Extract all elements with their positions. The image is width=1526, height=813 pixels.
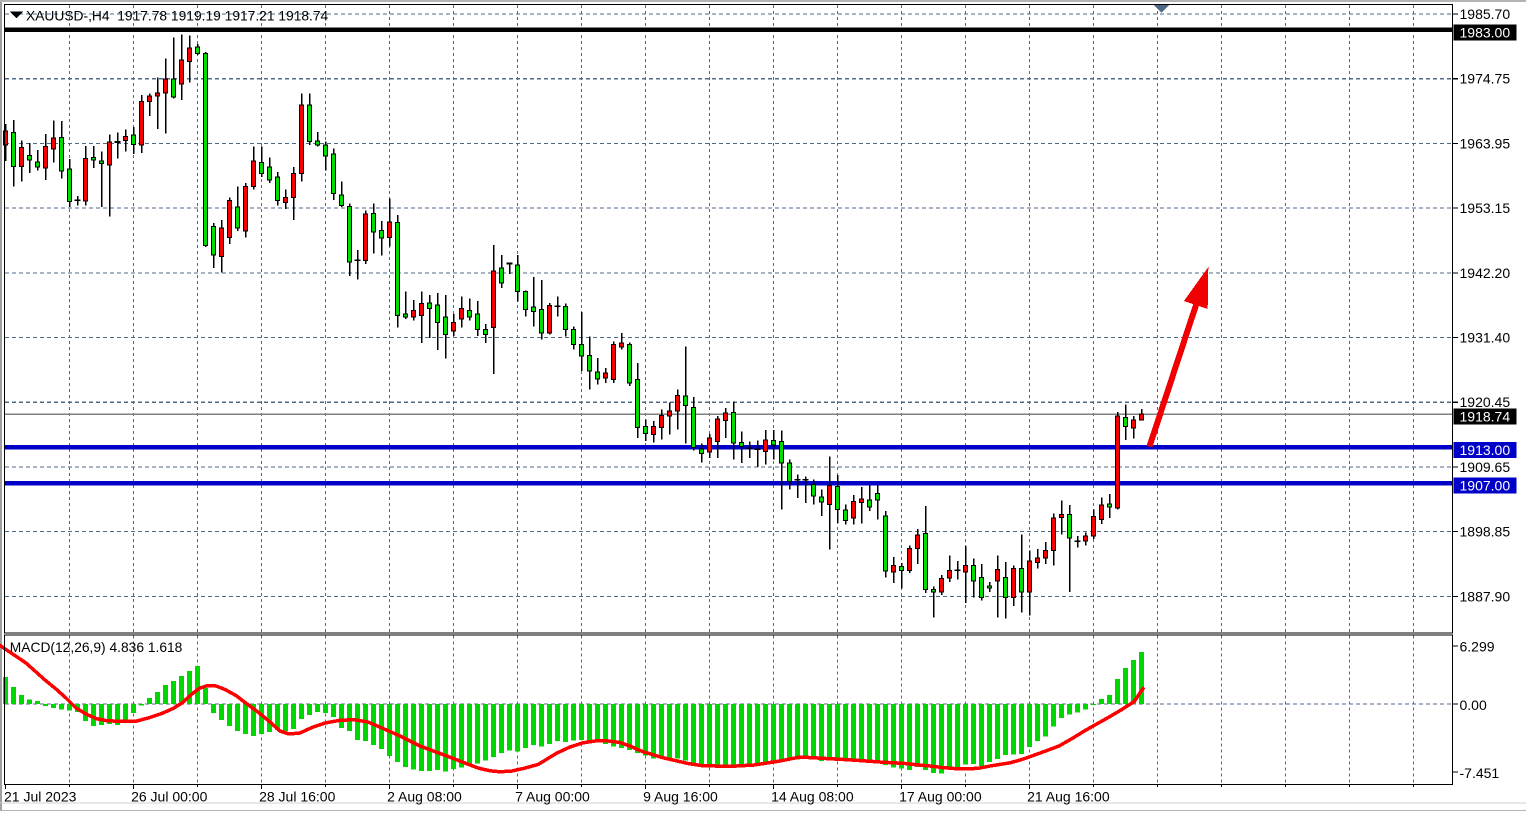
svg-text:21 Aug 16:00: 21 Aug 16:00 — [1027, 789, 1110, 805]
svg-text:17 Aug 00:00: 17 Aug 00:00 — [899, 789, 982, 805]
svg-text:1907.00: 1907.00 — [1460, 478, 1511, 494]
svg-text:1963.95: 1963.95 — [1460, 135, 1511, 151]
svg-text:1931.40: 1931.40 — [1460, 330, 1511, 346]
svg-text:1942.20: 1942.20 — [1460, 265, 1511, 281]
svg-text:1920.45: 1920.45 — [1460, 394, 1511, 410]
svg-text:21 Jul 2023: 21 Jul 2023 — [4, 789, 77, 805]
svg-text:0.00: 0.00 — [1460, 697, 1487, 713]
svg-text:2 Aug 08:00: 2 Aug 08:00 — [387, 789, 462, 805]
svg-text:7 Aug 00:00: 7 Aug 00:00 — [515, 789, 590, 805]
svg-text:1983.00: 1983.00 — [1460, 24, 1511, 40]
svg-text:-7.451: -7.451 — [1460, 765, 1500, 781]
svg-text:MACD(12,26,9) 4.836 1.618: MACD(12,26,9) 4.836 1.618 — [10, 640, 183, 655]
svg-text:1909.65: 1909.65 — [1460, 459, 1511, 475]
svg-text:1985.70: 1985.70 — [1460, 6, 1511, 22]
svg-text:1887.90: 1887.90 — [1460, 588, 1511, 604]
svg-text:1913.00: 1913.00 — [1460, 442, 1511, 458]
svg-text:14 Aug 08:00: 14 Aug 08:00 — [771, 789, 854, 805]
svg-text:28 Jul 16:00: 28 Jul 16:00 — [259, 789, 335, 805]
svg-text:XAUUSD-,H4 1917.78 1919.19 19: XAUUSD-,H4 1917.78 1919.19 1917.21 1918.… — [26, 9, 329, 24]
svg-text:6.299: 6.299 — [1460, 639, 1495, 655]
svg-text:1898.85: 1898.85 — [1460, 524, 1511, 540]
svg-text:9 Aug 16:00: 9 Aug 16:00 — [643, 789, 718, 805]
svg-text:1953.15: 1953.15 — [1460, 200, 1511, 216]
svg-text:1974.75: 1974.75 — [1460, 71, 1511, 87]
svg-text:1918.74: 1918.74 — [1460, 409, 1511, 425]
svg-text:26 Jul 00:00: 26 Jul 00:00 — [131, 789, 207, 805]
